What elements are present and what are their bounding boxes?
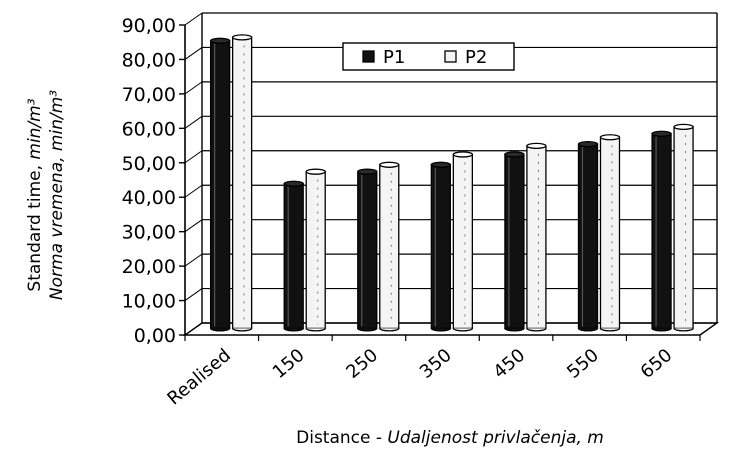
bar-p2-350 bbox=[452, 151, 474, 332]
bar-cap bbox=[673, 123, 694, 131]
x-axis-title: Distance - Udaljenost privlačenja, m bbox=[296, 428, 604, 448]
y-tick-label: 80,00 bbox=[122, 49, 176, 71]
bar-body bbox=[452, 153, 474, 330]
legend-label-p1: P1 bbox=[383, 47, 405, 68]
bar-base bbox=[379, 328, 400, 332]
bar-base bbox=[599, 328, 621, 332]
y-tick-label: 40,00 bbox=[122, 187, 176, 209]
bar-base bbox=[504, 328, 525, 332]
bar-cap bbox=[577, 140, 599, 148]
bar-body bbox=[209, 40, 231, 330]
side-wall-gridline bbox=[184, 288, 203, 301]
x-tick-label: 150 bbox=[269, 345, 309, 383]
bar-p1-550 bbox=[577, 140, 599, 332]
bar-base bbox=[283, 328, 304, 332]
bar-cap bbox=[526, 142, 547, 149]
bar-base bbox=[305, 328, 326, 332]
x-tick-label: Realised bbox=[164, 345, 235, 410]
bar-p1-150 bbox=[283, 180, 304, 332]
side-wall-gridline bbox=[184, 115, 203, 129]
bar-cap bbox=[651, 130, 672, 137]
legend-swatch-p1 bbox=[362, 50, 375, 63]
bar-base bbox=[577, 328, 599, 332]
bar-base bbox=[526, 328, 547, 332]
y-tick-label: 0,00 bbox=[134, 325, 176, 347]
bar-base bbox=[651, 328, 672, 332]
side-wall-gridline bbox=[184, 47, 203, 60]
bar-p2-450 bbox=[526, 142, 547, 332]
bar-body bbox=[599, 136, 621, 330]
chart-floor bbox=[182, 322, 720, 336]
y-tick-label: 70,00 bbox=[122, 84, 176, 106]
y-axis-title-line1: Standard time, min/m³ bbox=[25, 98, 45, 291]
side-wall-gridline bbox=[184, 150, 203, 164]
bar-body bbox=[526, 145, 547, 330]
bar-cap bbox=[231, 34, 253, 41]
bars-layer bbox=[209, 34, 694, 332]
bar-body bbox=[504, 153, 525, 330]
bar-p1-realised bbox=[209, 37, 231, 332]
bar-base bbox=[231, 328, 253, 332]
x-tick-label: 450 bbox=[489, 345, 529, 383]
side-wall-gridline bbox=[184, 184, 203, 198]
bar-body bbox=[357, 171, 378, 330]
bar-p1-450 bbox=[504, 151, 525, 332]
bar-p2-550 bbox=[599, 134, 621, 332]
bar-body bbox=[577, 143, 599, 330]
bar-cap bbox=[209, 37, 231, 44]
bar-cap bbox=[430, 161, 452, 168]
y-tick-label: 10,00 bbox=[122, 291, 176, 313]
bar-body bbox=[430, 164, 452, 330]
bar-cap bbox=[504, 151, 525, 158]
bar-p2-150 bbox=[305, 168, 326, 332]
bar-p2-realised bbox=[231, 34, 253, 332]
bar-cap bbox=[599, 134, 621, 141]
bar-p2-250 bbox=[379, 161, 400, 332]
side-wall-gridline bbox=[184, 219, 203, 233]
y-tick-label: 60,00 bbox=[122, 118, 176, 140]
bar-cap bbox=[283, 180, 304, 187]
bar-cap bbox=[305, 168, 326, 175]
bar-base bbox=[357, 328, 378, 332]
legend-label-p2: P2 bbox=[465, 47, 487, 68]
bar-base bbox=[673, 328, 694, 332]
x-tick-label: 550 bbox=[563, 345, 603, 383]
bar-p1-350 bbox=[430, 161, 452, 332]
bar-body bbox=[651, 133, 672, 330]
bar-body bbox=[231, 36, 253, 330]
bar-body bbox=[673, 126, 694, 330]
y-tick-label: 90,00 bbox=[122, 15, 176, 37]
bar-cap bbox=[379, 161, 400, 168]
bar-base bbox=[430, 328, 451, 332]
x-tick-label: 250 bbox=[342, 345, 382, 383]
bar-cap bbox=[452, 151, 474, 158]
side-wall-gridline bbox=[184, 253, 203, 267]
y-tick-label: 50,00 bbox=[122, 153, 176, 175]
bar-body bbox=[305, 171, 326, 330]
x-tick-label: 350 bbox=[416, 345, 456, 383]
legend-box bbox=[342, 42, 515, 71]
bar-body bbox=[283, 183, 304, 330]
side-wall-gridline bbox=[184, 12, 203, 26]
side-wall-gridline bbox=[184, 81, 203, 95]
y-tick-label: 20,00 bbox=[122, 256, 176, 278]
legend-swatch-p2 bbox=[444, 50, 457, 63]
labels-layer: Standard time, min/m³ Norma vremena, min/… bbox=[25, 90, 604, 448]
legend: P1 P2 bbox=[342, 42, 515, 71]
bar-base bbox=[209, 328, 231, 332]
x-tick-label: 650 bbox=[637, 345, 677, 383]
bar-cap bbox=[357, 168, 378, 175]
bar-p1-250 bbox=[357, 168, 378, 332]
y-axis-title-line2: Norma vremena, min/m³ bbox=[47, 90, 67, 300]
bar-p1-650 bbox=[651, 130, 672, 332]
bar-body bbox=[379, 164, 400, 330]
bar-p2-650 bbox=[673, 123, 694, 332]
y-tick-label: 30,00 bbox=[122, 222, 176, 244]
bar-base bbox=[452, 328, 473, 332]
